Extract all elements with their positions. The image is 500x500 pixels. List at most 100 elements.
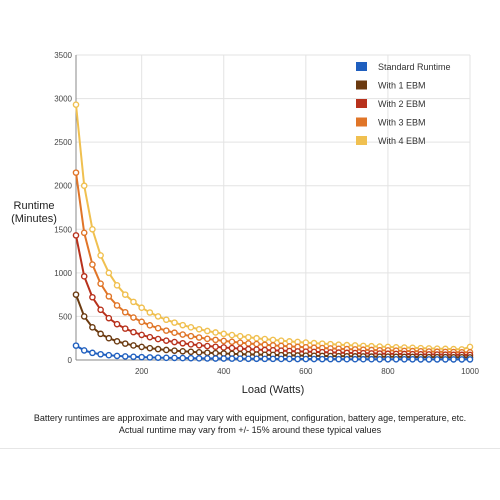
series-point <box>302 355 310 363</box>
series-point <box>368 355 375 363</box>
series-point <box>113 352 121 360</box>
series-point <box>253 334 260 342</box>
series-point <box>130 328 137 336</box>
series-point <box>269 355 277 363</box>
series-point <box>294 355 301 363</box>
y-axis-label: Runtime (Minutes) <box>4 200 64 226</box>
series-point <box>401 356 408 363</box>
series-point <box>450 356 457 363</box>
runtime-disclaimer: Battery runtimes are approximate and may… <box>0 412 500 436</box>
series-point <box>89 261 96 268</box>
x-tick-label: 200 <box>135 367 149 376</box>
y-axis-label-line-1: Runtime <box>13 200 55 212</box>
series-point <box>89 225 96 233</box>
series-point <box>458 356 466 363</box>
series-point <box>343 355 351 363</box>
series-point <box>212 343 219 351</box>
series-point <box>212 355 219 362</box>
series-point <box>162 327 170 334</box>
series-point <box>105 269 113 277</box>
series-point <box>72 169 80 176</box>
y-tick-label: 2500 <box>54 138 72 147</box>
series-point <box>105 293 113 300</box>
series-point <box>220 330 228 338</box>
series-point <box>154 345 162 353</box>
series-point <box>327 355 334 363</box>
series-point <box>220 355 228 362</box>
series-point <box>130 353 137 361</box>
series-point <box>245 345 252 353</box>
series-point <box>236 339 244 346</box>
series-point <box>187 341 195 348</box>
series-point <box>277 355 285 363</box>
series-point <box>442 356 449 363</box>
series-point <box>146 344 154 352</box>
series-point <box>236 332 244 340</box>
series-point <box>204 335 211 343</box>
series-point <box>162 346 170 354</box>
series-point <box>179 354 187 362</box>
y-tick-label: 0 <box>68 356 73 365</box>
series-point <box>204 342 211 350</box>
series-point <box>80 182 88 190</box>
series-point <box>261 355 269 363</box>
series-point <box>195 341 203 349</box>
series-point <box>236 355 244 362</box>
series-point <box>146 309 154 316</box>
y-tick-label: 500 <box>59 312 73 321</box>
series-point <box>433 356 441 363</box>
legend-swatch <box>356 99 367 108</box>
series-point <box>179 321 187 329</box>
series-point <box>130 342 137 349</box>
series-point <box>113 282 121 289</box>
series-point <box>212 336 219 344</box>
series-point <box>105 314 113 322</box>
series-point <box>154 324 162 332</box>
series-point <box>228 344 236 352</box>
series-point <box>105 334 113 342</box>
series-point <box>179 339 187 347</box>
series-point <box>89 324 96 331</box>
series-point <box>121 325 129 332</box>
series-point <box>80 273 88 280</box>
series-point <box>220 337 228 345</box>
series-point <box>228 338 236 346</box>
y-tick-label: 1000 <box>54 269 72 278</box>
series-point <box>171 329 178 337</box>
series-point <box>204 349 211 357</box>
series-point <box>171 354 178 362</box>
series-point <box>212 349 219 357</box>
series-point <box>392 356 400 363</box>
series-point <box>286 355 293 363</box>
series-point <box>113 338 121 345</box>
series-point <box>310 355 318 363</box>
series-point <box>97 306 104 314</box>
series-point <box>130 314 137 321</box>
series-point <box>204 327 211 335</box>
series-point <box>162 337 170 344</box>
series-point <box>204 355 211 362</box>
legend-label: With 2 EBM <box>378 99 426 109</box>
series-point <box>318 355 326 363</box>
series-point <box>72 291 80 298</box>
series-point <box>187 354 195 362</box>
series-point <box>245 333 252 341</box>
legend-label: With 4 EBM <box>378 136 426 146</box>
series-point <box>195 355 203 362</box>
series-point <box>220 344 228 351</box>
series-point <box>187 324 195 331</box>
disclaimer-line-2: Actual runtime may vary from +/- 15% aro… <box>118 425 382 435</box>
y-tick-label: 3000 <box>54 95 72 104</box>
y-tick-label: 2000 <box>54 182 72 191</box>
series-point <box>146 333 154 341</box>
legend-swatch <box>356 80 367 90</box>
series-point <box>187 332 195 340</box>
series-point <box>466 356 474 363</box>
series-point <box>245 355 252 363</box>
series-point <box>187 348 195 356</box>
series-point <box>121 353 129 360</box>
series-point <box>138 318 145 326</box>
x-tick-label: 800 <box>381 367 395 376</box>
series-point <box>97 280 104 287</box>
series-point <box>138 353 145 361</box>
